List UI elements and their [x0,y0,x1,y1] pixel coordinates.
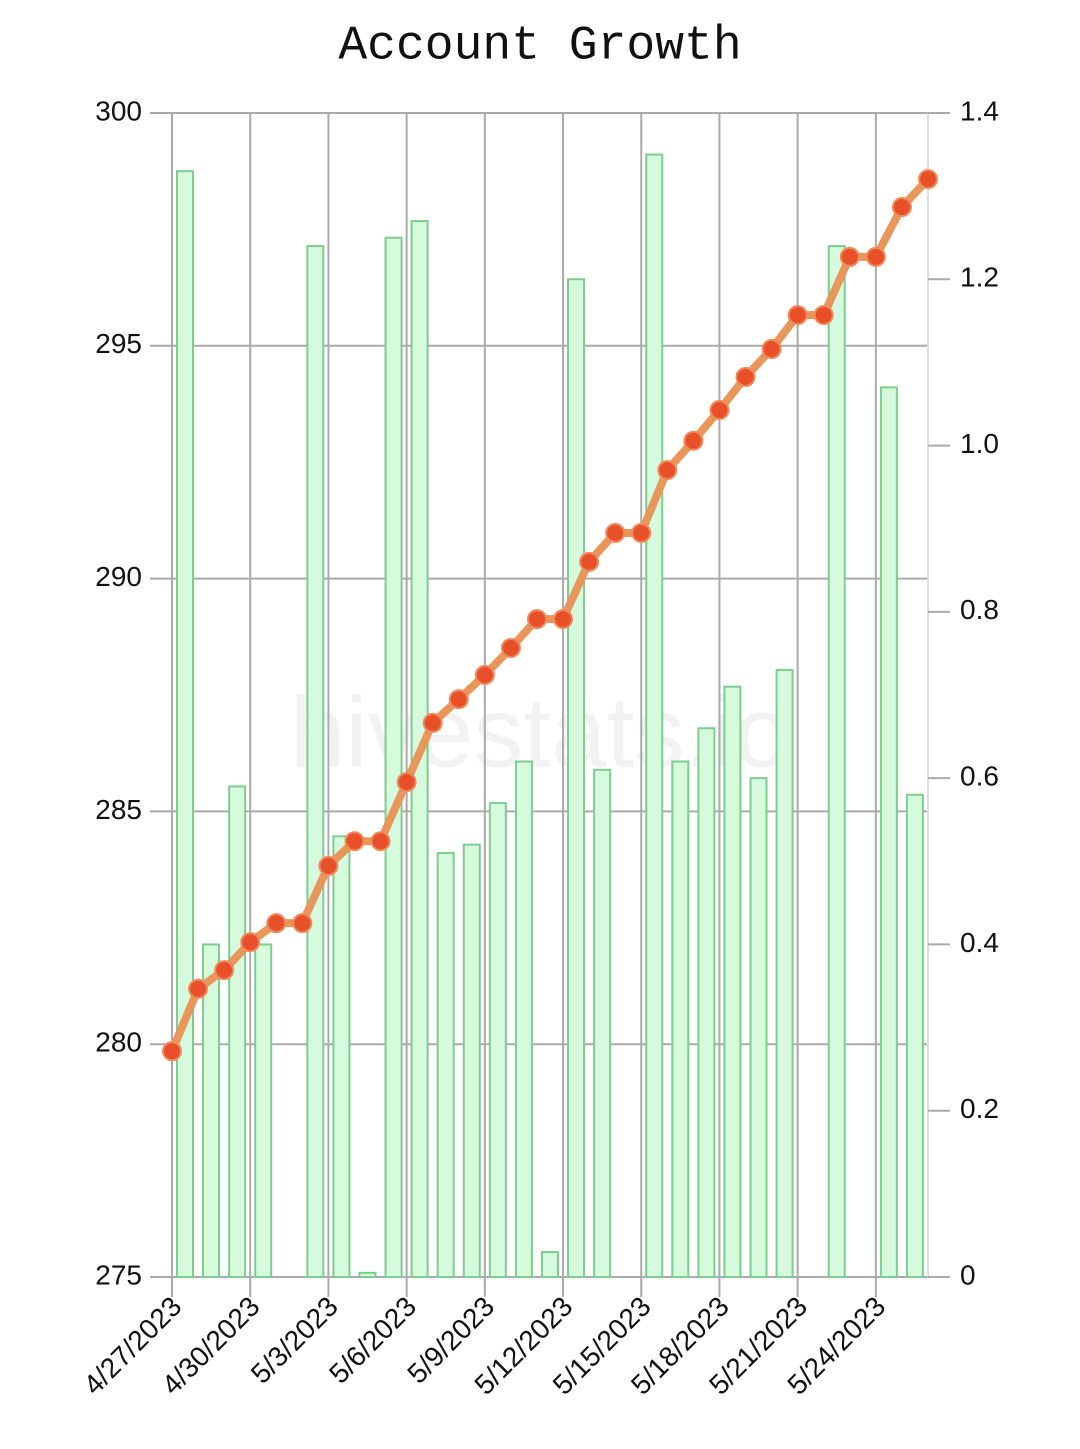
bar [358,1271,377,1279]
marker [266,913,287,934]
y2-tick-label: 0 [960,1259,976,1290]
marker [162,1041,182,1062]
marker [240,932,261,953]
bar [488,802,507,1278]
bar [775,669,794,1278]
bar [697,727,716,1278]
y2-tick-label: 0.8 [960,594,999,625]
marker [214,960,235,981]
bar [540,1251,559,1278]
marker [188,978,209,999]
bar [514,760,533,1278]
marker [526,609,547,630]
marker [370,831,391,852]
marker [709,400,730,421]
y-tick-label: 285 [95,794,142,825]
y2-tick-label: 0.6 [960,761,999,792]
marker [683,430,704,451]
y2-tick-label: 1.0 [960,428,999,459]
marker [448,689,469,710]
y2-tick-label: 1.2 [960,262,999,293]
bar [593,768,612,1278]
bar [176,170,194,1279]
bar [462,843,481,1279]
marker [839,246,860,267]
bar [254,943,273,1279]
bar [332,835,351,1278]
marker [422,712,443,733]
marker [579,551,600,572]
bar [306,245,325,1278]
y-tick-label: 295 [95,328,142,359]
bar [723,685,742,1278]
bar [671,760,690,1278]
marker [318,855,339,876]
bar [384,236,403,1279]
marker [657,460,678,481]
marker [474,664,495,685]
bar [228,785,247,1278]
y-tick-label: 300 [95,95,142,126]
y-tick-label: 275 [95,1259,142,1290]
y2-tick-label: 0.4 [960,927,999,958]
marker [605,522,626,543]
bar [749,777,768,1279]
y-tick-label: 280 [95,1027,142,1058]
marker [761,339,782,360]
bar [827,245,846,1278]
y2-tick-label: 1.4 [960,95,999,126]
marker [396,772,417,793]
marker [553,609,574,630]
marker [891,197,912,218]
marker [631,522,652,543]
bar [905,793,924,1278]
marker [735,366,756,387]
bar [567,278,586,1278]
bar [202,943,221,1279]
y2-tick-label: 0.2 [960,1093,999,1124]
bar [879,386,898,1279]
bar [645,153,664,1279]
marker [344,831,365,852]
marker [787,305,808,326]
chart-title: Account Growth [338,20,741,74]
marker [500,637,521,658]
y-tick-label: 290 [95,561,142,592]
marker [813,305,834,326]
marker [292,913,313,934]
marker [918,169,938,190]
marker [865,246,886,267]
bar [436,851,455,1278]
